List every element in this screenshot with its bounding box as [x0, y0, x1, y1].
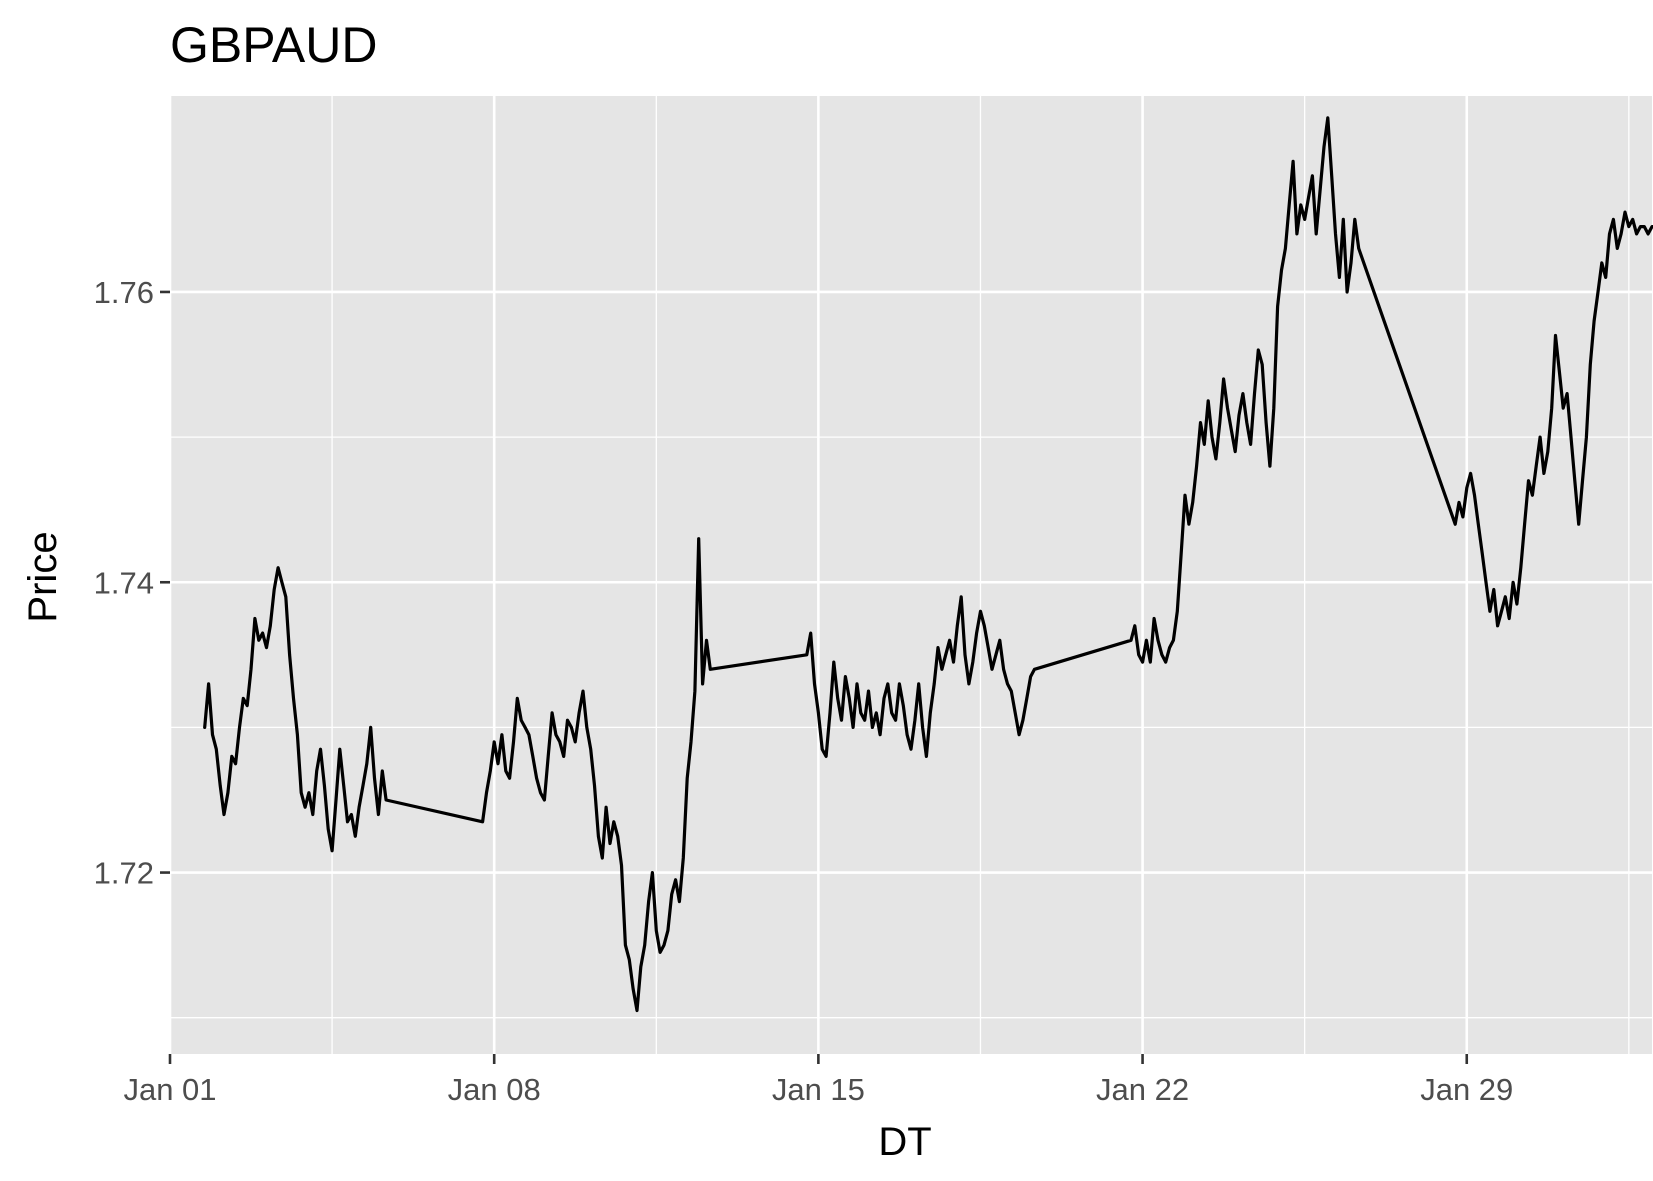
minor-gridlines	[170, 96, 1652, 1054]
plot-panel	[170, 96, 1652, 1054]
y-tick-label: 1.72	[94, 856, 154, 891]
chart-title: GBPAUD	[170, 17, 377, 73]
series-layer	[203, 116, 1653, 1013]
y-axis: 1.72 1.74 1.76	[94, 275, 170, 891]
y-tick-label: 1.76	[94, 275, 154, 310]
x-axis: Jan 01 Jan 08 Jan 15 Jan 22 Jan 29	[123, 1054, 1513, 1107]
x-tick-label: Jan 01	[123, 1072, 216, 1107]
x-tick-label: Jan 22	[1096, 1072, 1189, 1107]
x-tick-label: Jan 08	[448, 1072, 541, 1107]
y-axis-title: Price	[21, 531, 65, 622]
y-tick-label: 1.74	[94, 565, 154, 600]
price-series-line	[203, 116, 1653, 1013]
x-tick-label: Jan 15	[772, 1072, 865, 1107]
x-axis-title: DT	[878, 1120, 931, 1164]
major-gridlines	[168, 96, 1652, 1054]
x-tick-label: Jan 29	[1420, 1072, 1513, 1107]
